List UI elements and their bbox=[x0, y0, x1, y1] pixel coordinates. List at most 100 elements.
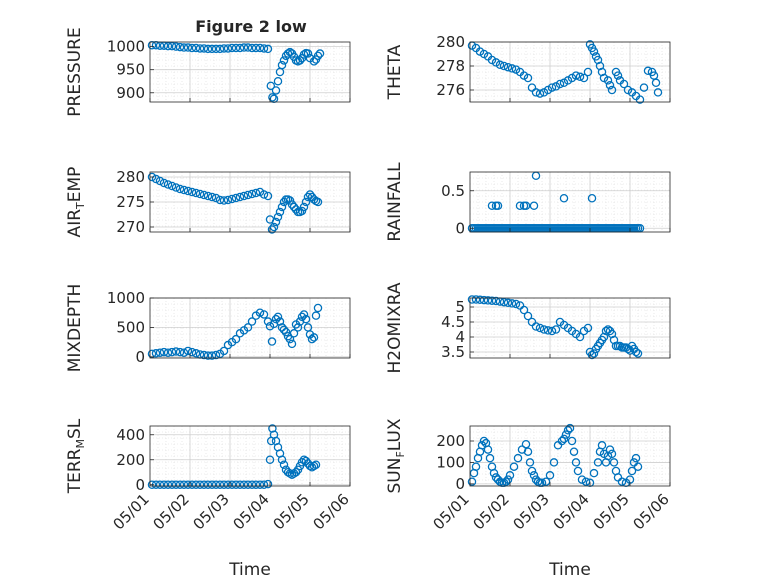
air-temp-data-point bbox=[259, 190, 269, 199]
mixdepth-data-point bbox=[259, 310, 269, 319]
air-temp-data-point bbox=[183, 186, 193, 196]
mixdepth-data-point bbox=[199, 350, 209, 360]
h2omixra-data-point bbox=[471, 295, 481, 304]
h2omixra-data-point bbox=[547, 326, 557, 336]
theta-data-point bbox=[605, 80, 615, 90]
pressure-data-point bbox=[309, 57, 319, 66]
mixdepth-axes-box bbox=[149, 297, 351, 359]
mixdepth-data-point bbox=[147, 349, 157, 359]
mixdepth-data-point bbox=[171, 347, 181, 356]
pressure-data-point bbox=[175, 42, 185, 52]
theta-data-point bbox=[635, 95, 645, 104]
sun-flux-data-point bbox=[567, 436, 577, 446]
h2omixra-axes-box bbox=[469, 297, 671, 359]
terr-msl-data-point bbox=[243, 480, 253, 489]
air-temp-data-point bbox=[171, 183, 181, 192]
theta-data-point bbox=[653, 88, 663, 97]
subplot-h2omixra: 3.544.55 H2OMIXRA bbox=[385, 282, 671, 374]
terr-msl-y-tick-label: 400 bbox=[116, 426, 145, 444]
sun-flux-data-point bbox=[593, 458, 603, 467]
h2omixra-data-point bbox=[615, 341, 625, 351]
sun-flux-data-point bbox=[573, 466, 583, 476]
h2omixra-data-point bbox=[487, 296, 497, 305]
terr-msl-data-point bbox=[247, 480, 257, 489]
h2omixra-data-point bbox=[491, 296, 501, 306]
sun-flux-data-point bbox=[525, 458, 535, 467]
air-temp-data-point bbox=[251, 188, 261, 198]
pressure-data-point bbox=[195, 44, 205, 53]
terr-msl-y-axis-label: TERRMSL bbox=[65, 418, 87, 494]
h2omixra-data-point bbox=[483, 296, 493, 305]
sun-flux-data-point bbox=[581, 477, 591, 486]
mixdepth-data-point bbox=[309, 333, 319, 342]
mixdepth-data-point bbox=[289, 329, 299, 338]
pressure-data-point bbox=[211, 44, 221, 54]
air-temp-data-point bbox=[191, 188, 201, 198]
pressure-data-point bbox=[235, 43, 245, 53]
pressure-data-point bbox=[268, 93, 277, 102]
terr-msl-data-point bbox=[291, 467, 301, 477]
mixdepth-data-point bbox=[187, 347, 197, 357]
pressure-data-point bbox=[223, 44, 233, 53]
terr-msl-data-point bbox=[183, 480, 193, 489]
mixdepth-data-point bbox=[301, 314, 311, 324]
air-temp-data-point bbox=[219, 196, 229, 205]
h2omixra-data-point bbox=[467, 295, 477, 304]
pressure-y-tick-label: 950 bbox=[116, 61, 145, 79]
h2omixra-data-point bbox=[633, 349, 643, 358]
sun-flux-data-point bbox=[541, 477, 551, 486]
pressure-data-point bbox=[313, 51, 323, 61]
terr-msl-data-point bbox=[277, 455, 287, 464]
h2omixra-data-point bbox=[535, 323, 545, 333]
terr-msl-x-axis-label: Time bbox=[228, 560, 271, 580]
sun-flux-data-point bbox=[503, 475, 513, 484]
mixdepth-data-point bbox=[281, 327, 291, 337]
sun-flux-data-point bbox=[471, 462, 481, 471]
h2omixra-data-point bbox=[507, 299, 517, 308]
sun-flux-data-point bbox=[561, 430, 571, 439]
h2omixra-data-point bbox=[589, 349, 599, 358]
air-temp-data-point bbox=[151, 174, 161, 184]
theta-data-point bbox=[535, 89, 545, 98]
terr-msl-data-point bbox=[239, 480, 249, 489]
theta-data-point bbox=[579, 73, 589, 83]
sun-flux-y-axis-label: SUNFLUX bbox=[385, 418, 407, 493]
pressure-data-point bbox=[273, 76, 283, 86]
air-temp-data-point bbox=[215, 195, 225, 205]
pressure-data-point bbox=[266, 81, 276, 91]
air-temp-grid bbox=[150, 172, 350, 232]
h2omixra-data-point bbox=[575, 332, 585, 342]
pressure-data-point bbox=[171, 42, 181, 51]
sun-flux-data-point bbox=[589, 468, 599, 478]
terr-msl-data-point bbox=[311, 460, 321, 469]
rainfall-grid bbox=[470, 172, 670, 232]
air-temp-data-point bbox=[203, 191, 213, 201]
subplot-mixdepth: 0 500 1000 MIXDEPTH bbox=[65, 284, 351, 372]
terr-msl-data-point bbox=[285, 469, 295, 478]
sun-flux-data-point bbox=[527, 466, 537, 476]
terr-msl-data-point bbox=[155, 480, 165, 489]
mixdepth-data-point bbox=[191, 349, 201, 358]
theta-series bbox=[467, 40, 663, 104]
air-temp-y-tick-label: 270 bbox=[116, 218, 145, 236]
terr-msl-data-point bbox=[235, 480, 245, 489]
rainfall-data-point bbox=[487, 201, 497, 210]
mixdepth-data-point bbox=[159, 347, 169, 357]
sun-flux-data-point bbox=[565, 423, 575, 433]
sun-flux-data-point bbox=[521, 439, 531, 449]
pressure-data-point bbox=[163, 41, 173, 51]
sun-flux-data-point bbox=[577, 475, 587, 484]
terr-msl-data-point bbox=[187, 480, 197, 489]
air-temp-data-point bbox=[239, 191, 249, 201]
theta-data-point bbox=[603, 76, 613, 85]
mixdepth-data-point bbox=[273, 312, 283, 322]
pressure-data-point bbox=[299, 50, 309, 59]
mixdepth-data-point bbox=[179, 348, 189, 357]
terr-msl-data-point bbox=[163, 480, 173, 489]
air-temp-y-tick-label: 280 bbox=[116, 168, 145, 186]
terr-msl-data-point bbox=[167, 480, 177, 489]
sun-flux-series bbox=[467, 423, 643, 488]
rainfall-data-point bbox=[521, 201, 531, 210]
terr-msl-data-point bbox=[219, 480, 229, 489]
terr-msl-data-point bbox=[259, 480, 269, 489]
